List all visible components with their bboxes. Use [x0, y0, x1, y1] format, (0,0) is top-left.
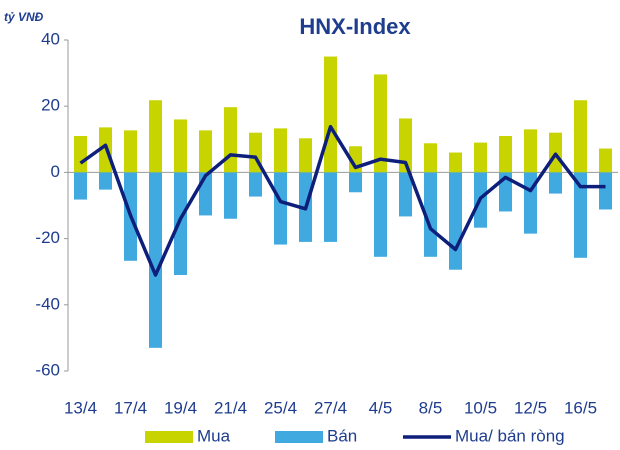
- bar: [374, 74, 387, 173]
- bar: [274, 172, 287, 245]
- y-tick-label: 40: [41, 29, 60, 48]
- bar: [149, 100, 162, 173]
- y-tick-label: 20: [41, 96, 60, 115]
- bar: [599, 172, 612, 210]
- legend-swatch: [275, 431, 323, 443]
- chart-title: HNX-Index: [299, 14, 411, 39]
- x-tick-label: 8/5: [419, 398, 443, 417]
- bar: [474, 142, 487, 173]
- y-tick-label: -60: [35, 360, 60, 379]
- bar: [424, 172, 437, 257]
- bar: [149, 172, 162, 348]
- x-tick-label: 25/4: [264, 398, 297, 417]
- bar: [249, 172, 262, 197]
- bar: [99, 172, 112, 190]
- x-tick-label: 4/5: [369, 398, 393, 417]
- legend-label: Mua: [197, 426, 231, 445]
- y-tick-label: -40: [35, 294, 60, 313]
- bar: [574, 172, 587, 258]
- bar: [174, 119, 187, 173]
- bar: [374, 172, 387, 257]
- bar: [524, 129, 537, 173]
- x-tick-label: 21/4: [214, 398, 247, 417]
- bar: [124, 130, 137, 173]
- x-tick-label: 19/4: [164, 398, 197, 417]
- y-tick-label: 0: [51, 162, 60, 181]
- bar: [199, 130, 212, 173]
- bar: [449, 172, 462, 270]
- bar: [224, 172, 237, 219]
- y-axis-label: tỷ VNĐ: [4, 10, 44, 24]
- bar: [299, 138, 312, 173]
- bar: [599, 148, 612, 173]
- x-tick-label: 27/4: [314, 398, 347, 417]
- y-tick-label: -20: [35, 228, 60, 247]
- bar: [399, 172, 412, 217]
- line: [79, 124, 606, 277]
- bar: [324, 56, 337, 173]
- x-tick-label: 10/5: [464, 398, 497, 417]
- x-tick-label: 12/5: [514, 398, 547, 417]
- bar: [424, 143, 437, 173]
- bar: [224, 107, 237, 173]
- bar: [74, 172, 87, 200]
- bar: [549, 172, 562, 194]
- x-tick-label: 16/5: [564, 398, 597, 417]
- bar: [324, 172, 337, 242]
- bar: [449, 152, 462, 173]
- bar: [349, 172, 362, 193]
- x-tick-label: 13/4: [64, 398, 97, 417]
- legend-label: Bán: [327, 426, 357, 445]
- bar: [574, 100, 587, 173]
- bar: [174, 172, 187, 276]
- bar: [499, 135, 512, 173]
- bar: [274, 128, 287, 173]
- legend-swatch: [145, 431, 193, 443]
- bar: [399, 118, 412, 173]
- bar: [74, 135, 87, 173]
- legend-label: Mua/ bán ròng: [455, 426, 565, 445]
- x-tick-label: 17/4: [114, 398, 147, 417]
